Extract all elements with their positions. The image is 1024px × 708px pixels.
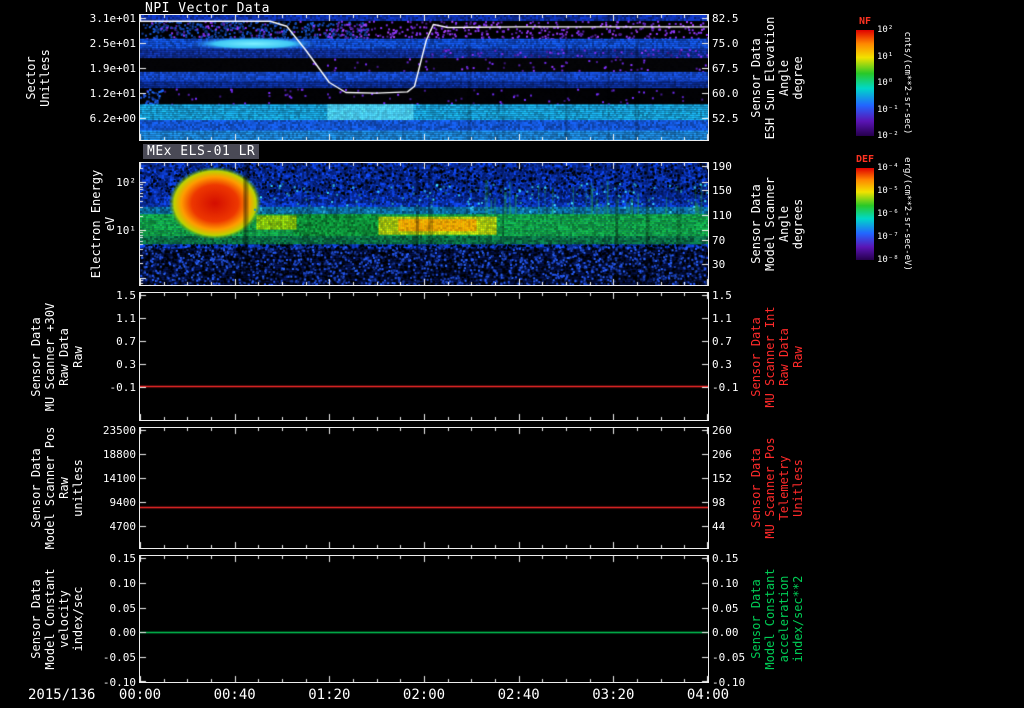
y-axis-tick-label-left: 0.15 (109, 552, 137, 566)
y-axis-tick-label-left: 1.1 (116, 312, 136, 326)
y-axis-tick-label-right: 1.1 (712, 312, 732, 326)
date-label: 2015/136 (28, 687, 96, 703)
y-axis-tick-label-right: 98 (712, 496, 726, 510)
y-axis-label-right-mu-scanner-pos: Sensor Data MU Scanner Pos Telemetry Uni… (749, 437, 805, 539)
y-axis-tick-label-left: 0.7 (116, 335, 136, 348)
y-axis-tick-label-right: -0.1 (712, 380, 739, 394)
y-axis-tick-label-right: 0.10 (712, 576, 739, 590)
y-axis-tick-label-left: 1.5 (116, 289, 136, 303)
colorbar-tick-label: 10⁻¹ (877, 104, 899, 115)
model-constant-velocity-canvas (140, 556, 708, 682)
colorbar-nf (856, 30, 874, 136)
y-axis-tick-label-right: -0.05 (712, 651, 746, 665)
colorbar-tick-label: 10⁻⁷ (877, 232, 899, 242)
y-axis-tick-label-right: -0.10 (712, 676, 746, 689)
y-axis-tick-label-left: 1.9e+01 (89, 62, 136, 75)
x-axis-tick-label: 01:20 (308, 687, 351, 703)
y-axis-tick-label-right: 0.05 (712, 601, 739, 615)
y-axis-tick-label-right: 67.5 (712, 62, 739, 75)
y-axis-tick-label-right: 0.00 (712, 626, 739, 640)
y-axis-tick-label-right: 150 (712, 183, 732, 197)
y-axis-tick-label-left: 0.3 (116, 357, 136, 371)
els-spectrogram-canvas (140, 163, 708, 285)
x-axis-tick-label: 02:00 (402, 687, 446, 703)
colorbar-tick-label: 10⁻⁵ (877, 186, 899, 196)
colorbar-def-title: DEF (855, 154, 875, 165)
panel-els-spectrogram (139, 162, 709, 286)
model-scanner-pos-canvas (140, 428, 708, 548)
y-axis-tick-label-right: 70 (712, 233, 726, 247)
mu-scanner-30v-canvas (140, 293, 708, 420)
npi-spectrogram-canvas (140, 15, 708, 140)
panel-title-els: MEx ELS-01 LR (143, 144, 260, 159)
colorbar-tick-label: 10⁰ (877, 78, 894, 88)
y-axis-tick-label-right: 75.0 (712, 37, 739, 50)
x-axis-tick-label: 00:40 (213, 687, 256, 703)
panel-model-constant-velocity (139, 555, 709, 683)
y-axis-tick-label-right: 152 (712, 472, 732, 486)
y-axis-tick-label-left: -0.05 (102, 651, 136, 665)
x-axis-tick-label: 04:00 (686, 687, 730, 703)
y-axis-tick-label-left: 3.1e+01 (89, 12, 136, 25)
y-axis-tick-label-left: 6.2e+00 (89, 112, 136, 125)
y-axis-tick-label-right: 30 (712, 258, 726, 272)
y-axis-tick-label-left: 10¹ (116, 223, 136, 237)
y-axis-tick-label-left: 10² (116, 176, 136, 190)
y-axis-tick-label-right: 0.7 (712, 335, 732, 348)
colorbar-nf-units-label: cnts/(cm**2-sr-sec) (902, 31, 912, 135)
y-axis-tick-label-left: 0.10 (109, 576, 137, 590)
y-axis-tick-label-right: 260 (712, 424, 732, 438)
colorbar-tick-label: 10⁻⁶ (877, 209, 899, 219)
y-axis-tick-label-left: 0.05 (109, 601, 137, 615)
y-axis-tick-label-left: 23500 (102, 424, 136, 438)
y-axis-tick-label-left: 2.5e+01 (89, 37, 136, 50)
y-axis-label-right-npi: Sensor Data ESH Sun Elevation Angle degr… (749, 16, 805, 139)
y-axis-tick-label-right: 110 (712, 208, 732, 222)
y-axis-tick-label-left: 0.00 (109, 626, 137, 640)
y-axis-tick-label-left: 1.2e+01 (89, 87, 136, 100)
colorbar-tick-label: 10¹ (877, 51, 894, 62)
x-axis-tick-label: 02:40 (497, 687, 540, 703)
y-axis-label-right-els: Sensor Data Model Scanner Angle degrees (749, 177, 805, 271)
colorbar-def (856, 168, 874, 260)
y-axis-tick-label-right: 1.5 (712, 289, 732, 303)
panel-mu-scanner-30v (139, 292, 709, 421)
y-axis-tick-label-left: -0.1 (109, 380, 137, 394)
panel-npi-spectrogram (139, 14, 709, 141)
x-axis-tick-label: 03:20 (592, 687, 635, 703)
y-axis-tick-label-right: 0.15 (712, 552, 739, 566)
y-axis-tick-label-left: -0.10 (102, 676, 136, 689)
y-axis-tick-label-right: 206 (712, 448, 732, 462)
y-axis-tick-label-left: 4700 (109, 520, 137, 534)
y-axis-tick-label-right: 190 (712, 160, 732, 174)
y-axis-tick-label-right: 0.3 (712, 357, 732, 371)
x-axis-tick-label: 00:00 (118, 687, 162, 703)
colorbar-nf-title: NF (858, 16, 872, 27)
y-axis-tick-label-right: 60.0 (712, 87, 739, 100)
y-axis-tick-label-left: 9400 (109, 496, 137, 510)
y-axis-tick-label-right: 44 (712, 520, 726, 534)
y-axis-tick-label-right: 82.5 (712, 12, 739, 25)
y-axis-label-right-model-constant-acceleration: Sensor Data Model Constant acceleration … (749, 568, 805, 670)
colorbar-tick-label: 10⁻⁸ (877, 255, 899, 265)
colorbar-tick-label: 10⁻⁴ (877, 163, 899, 173)
colorbar-tick-label: 10⁻² (877, 131, 899, 141)
panel-model-scanner-pos (139, 427, 709, 549)
y-axis-tick-label-left: 18800 (102, 448, 136, 462)
colorbar-def-units-label: erg/(cm**2-sr-sec-eV) (902, 157, 912, 271)
y-axis-tick-label-left: 14100 (102, 472, 136, 486)
panel-title-npi: NPI Vector Data (145, 1, 270, 16)
colorbar-tick-label: 10² (877, 25, 894, 35)
y-axis-label-right-mu-scanner-int: Sensor Data MU Scanner Int Raw Data Raw (749, 305, 805, 408)
y-axis-tick-label-right: 52.5 (712, 112, 739, 125)
